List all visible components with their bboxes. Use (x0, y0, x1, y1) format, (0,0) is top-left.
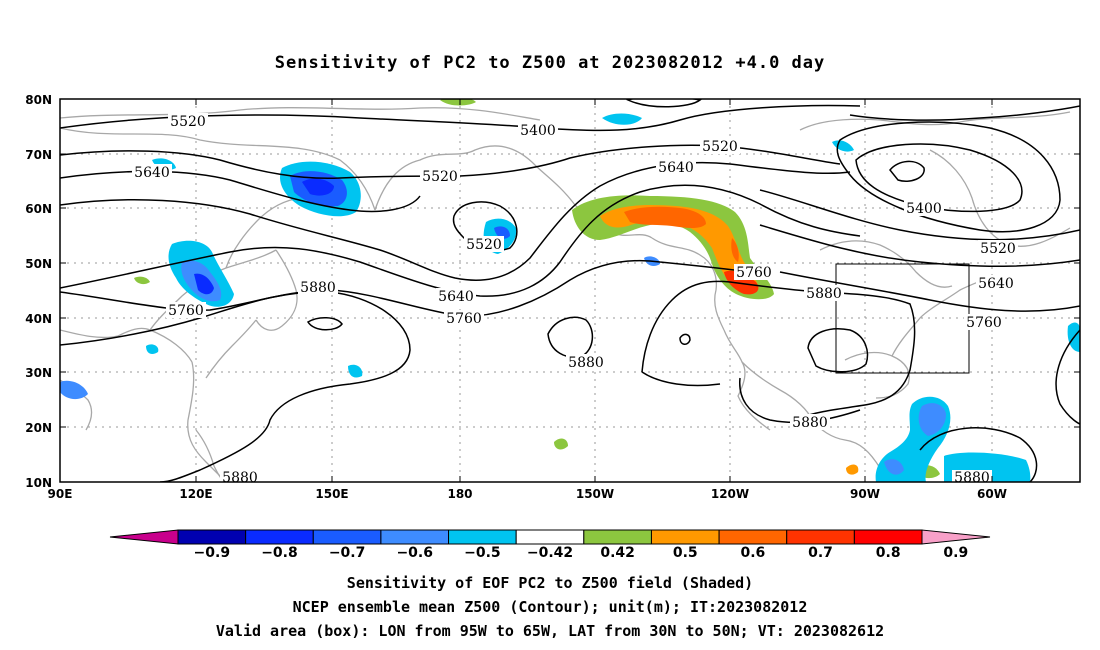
contour-label: 5880 (792, 415, 828, 431)
contour-label: 5880 (300, 280, 336, 296)
contour-label: 5520 (422, 169, 458, 185)
colorbar-label: −0.8 (261, 545, 298, 561)
contour-label: 5640 (658, 160, 694, 176)
negative-patch-west-pacific (348, 364, 363, 378)
contour-label: 5760 (736, 265, 772, 281)
positive-patch-hawaii (554, 438, 568, 450)
contour-label: 5640 (438, 289, 474, 305)
lon-label: 90E (48, 487, 73, 501)
positive-patch-pacific (846, 464, 859, 475)
lat-label: 80N (25, 93, 52, 107)
contour-label: 5880 (954, 470, 990, 486)
colorbar-label: 0.6 (741, 545, 766, 561)
contour-label: 5400 (520, 123, 556, 139)
colorbar-label: 0.7 (808, 545, 833, 561)
map-panel: 5520 5400 5520 5640 5520 5640 5520 5400 … (25, 93, 1081, 501)
lat-label: 20N (25, 421, 52, 435)
colorbar-label: −0.9 (194, 545, 231, 561)
lat-label: 40N (25, 312, 52, 326)
colorbar-label: −0.7 (329, 545, 366, 561)
map-frame (59, 98, 1081, 483)
lon-label: 90W (850, 487, 880, 501)
positive-patch-na (572, 195, 774, 300)
colorbar-boxes (177, 529, 923, 545)
longitude-labels: 90E 120E 150E 180 150W 120W 90W 60W (48, 487, 1007, 501)
colorbar-box (245, 529, 314, 545)
colorbar-high-arrow (921, 529, 991, 545)
contour-label: 5400 (906, 201, 942, 217)
lat-label: 70N (25, 148, 52, 162)
caption-line-3: Valid area (box): LON from 95W to 65W, L… (216, 622, 884, 640)
contour-label: 5760 (168, 303, 204, 319)
negative-patch-caribbean (875, 396, 951, 482)
colorbar-box (650, 529, 720, 545)
contour-label: 5880 (568, 355, 604, 371)
figure-title: Sensitivity of PC2 to Z500 at 2023082012… (275, 53, 826, 73)
lon-label: 120E (179, 487, 212, 501)
axis-ticks (60, 98, 1080, 482)
lon-label: 120W (711, 487, 749, 501)
positive-patch-arctic (440, 99, 476, 106)
lat-label: 30N (25, 366, 52, 380)
colorbar-box (312, 529, 382, 545)
lat-label: 10N (25, 476, 52, 490)
colorbar-label: 0.8 (876, 545, 901, 561)
negative-patch-greenland (832, 140, 854, 152)
colorbar: −0.9 −0.8 −0.7 −0.6 −0.5 −0.42 0.42 0.5 0.6 0.7 0.… (109, 529, 991, 561)
negative-patch-arabia (60, 380, 88, 400)
colorbar-low-arrow (109, 529, 179, 545)
colorbar-label: −0.5 (464, 545, 501, 561)
contour-label: 5760 (446, 311, 482, 327)
contour-label: 5640 (134, 165, 170, 181)
contour-label: 5640 (978, 276, 1014, 292)
colorbar-label: 0.5 (673, 545, 698, 561)
colorbar-box (177, 529, 247, 545)
contour-label: 5520 (466, 237, 502, 253)
lon-label: 60W (977, 487, 1007, 501)
contour-label: 5520 (170, 114, 206, 130)
negative-patch-india (146, 344, 159, 354)
contour-label: 5520 (702, 139, 738, 155)
colorbar-box (718, 529, 788, 545)
colorbar-label: −0.6 (396, 545, 433, 561)
lat-label: 50N (25, 257, 52, 271)
contour-label: 5760 (966, 315, 1002, 331)
colorbar-box (853, 529, 923, 545)
negative-patch-china (168, 240, 234, 307)
contour-label: 5520 (980, 241, 1016, 257)
colorbar-box (786, 529, 855, 545)
colorbar-label: 0.9 (943, 545, 968, 561)
contour-label: 5880 (222, 470, 258, 486)
lat-label: 60N (25, 202, 52, 216)
caption-line-2: NCEP ensemble mean Z500 (Contour); unit(… (293, 598, 808, 616)
colorbar-box (380, 529, 450, 545)
colorbar-labels: −0.9 −0.8 −0.7 −0.6 −0.5 −0.42 0.42 0.5 0.6 0.7 0.… (194, 545, 969, 561)
colorbar-label: −0.42 (527, 545, 573, 561)
latitude-labels: 80N 70N 60N 50N 40N 30N 20N 10N (25, 93, 52, 490)
contour-label: 5880 (806, 286, 842, 302)
negative-patch-arctic (602, 113, 642, 125)
colorbar-box (583, 529, 652, 545)
caption-line-1: Sensitivity of EOF PC2 to Z500 field (Sh… (347, 574, 753, 592)
colorbar-box (448, 529, 517, 545)
lon-label: 180 (447, 487, 472, 501)
negative-patch-kamchatka (280, 161, 361, 217)
contour-labels: 5520 5400 5520 5640 5520 5640 5520 5400 … (132, 113, 1018, 486)
positive-patch-asia (134, 276, 150, 285)
lon-label: 150E (315, 487, 348, 501)
lon-label: 150W (576, 487, 614, 501)
colorbar-label: 0.42 (600, 545, 635, 561)
colorbar-box (515, 529, 585, 545)
